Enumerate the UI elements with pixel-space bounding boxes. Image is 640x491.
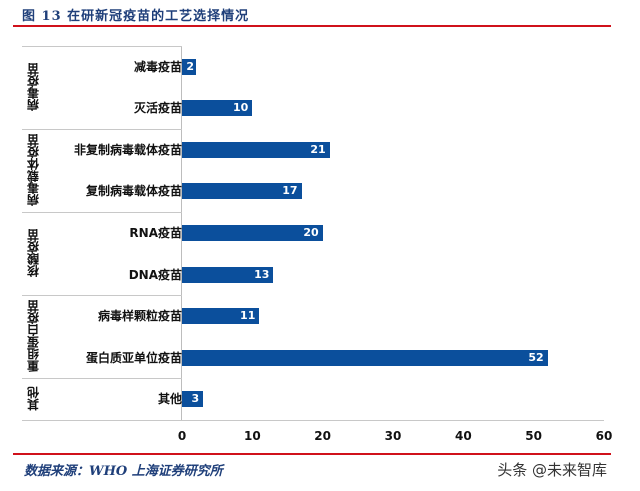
- category-label: 减毒疫苗: [133, 59, 182, 74]
- group-label: 重组蛋白疫苗: [26, 300, 41, 373]
- x-tick-label: 20: [314, 429, 331, 443]
- bar: 20: [182, 225, 323, 241]
- x-tick-label: 60: [595, 429, 613, 443]
- group-label: 病毒疫苗: [26, 63, 41, 112]
- bar-value-label: 11: [240, 309, 256, 323]
- watermark: 头条 @未来智库: [497, 461, 607, 479]
- bar: 3: [182, 391, 204, 408]
- bar: 2: [182, 58, 197, 75]
- x-tick-label: 50: [525, 429, 542, 443]
- group-divider: [22, 295, 182, 296]
- bar-value-label: 17: [282, 184, 298, 198]
- category-label: 其他: [157, 392, 182, 407]
- bar: 13: [182, 266, 274, 283]
- x-axis-line: [22, 420, 604, 421]
- group-label: 病毒载体疫苗: [26, 134, 41, 207]
- category-label: RNA疫苗: [129, 226, 182, 240]
- x-tick-label: 40: [454, 429, 472, 443]
- bar: 17: [182, 183, 302, 200]
- bar-value-label: 21: [310, 142, 326, 156]
- bar-value-label: 2: [186, 59, 195, 73]
- x-tick-label: 0: [177, 429, 187, 443]
- bar: 10: [182, 100, 253, 117]
- bar: 11: [182, 308, 260, 325]
- data-source: 数据来源：WHO 上海证券研究所: [24, 464, 223, 479]
- x-tick-label: 10: [243, 429, 261, 443]
- title-rule: [13, 25, 611, 27]
- bar-value-label: 13: [254, 267, 270, 281]
- group-divider: [22, 129, 182, 130]
- category-label: 灭活疫苗: [133, 101, 182, 116]
- y-axis-line: [181, 46, 182, 420]
- category-label: 复制病毒载体疫苗: [85, 184, 182, 199]
- category-label: 蛋白质亚单位疫苗: [85, 350, 182, 365]
- category-label: DNA疫苗: [128, 267, 182, 282]
- category-label: 非复制病毒载体疫苗: [73, 142, 182, 157]
- bar: 21: [182, 141, 330, 158]
- group-label: 核酸疫苗: [26, 229, 41, 278]
- figure-title: 图 13 在研新冠疫苗的工艺选择情况: [22, 9, 250, 24]
- group-divider: [22, 378, 182, 379]
- bar-value-label: 20: [303, 226, 319, 239]
- bar-value-label: 10: [233, 101, 249, 115]
- footer-rule: [13, 453, 611, 455]
- category-label: 病毒样颗粒疫苗: [97, 309, 182, 324]
- group-label: 其他: [26, 387, 41, 412]
- bar-value-label: 52: [528, 350, 544, 364]
- group-divider: [22, 212, 182, 213]
- bar-value-label: 3: [191, 392, 200, 406]
- bar: 52: [182, 349, 548, 366]
- group-divider: [22, 46, 182, 47]
- x-tick-label: 30: [384, 429, 402, 443]
